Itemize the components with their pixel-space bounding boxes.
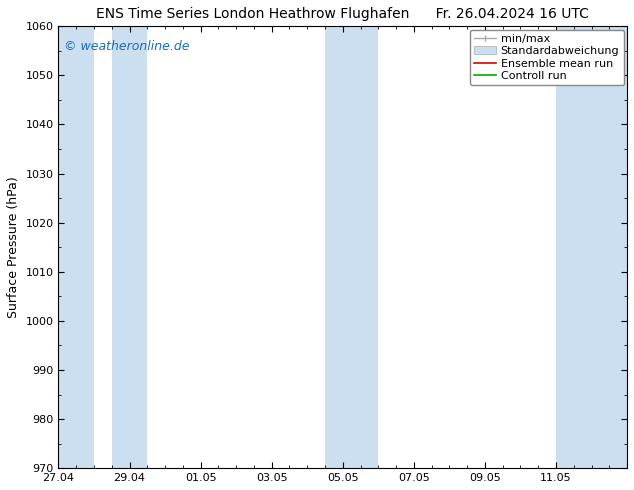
Text: © weatheronline.de: © weatheronline.de bbox=[64, 40, 190, 52]
Legend: min/max, Standardabweichung, Ensemble mean run, Controll run: min/max, Standardabweichung, Ensemble me… bbox=[470, 29, 624, 85]
Bar bbox=[112, 26, 147, 468]
Y-axis label: Surface Pressure (hPa): Surface Pressure (hPa) bbox=[7, 176, 20, 318]
Bar bbox=[556, 26, 627, 468]
Bar bbox=[325, 26, 361, 468]
Bar bbox=[58, 26, 94, 468]
Bar bbox=[361, 26, 378, 468]
Title: ENS Time Series London Heathrow Flughafen      Fr. 26.04.2024 16 UTC: ENS Time Series London Heathrow Flughafe… bbox=[96, 7, 589, 21]
